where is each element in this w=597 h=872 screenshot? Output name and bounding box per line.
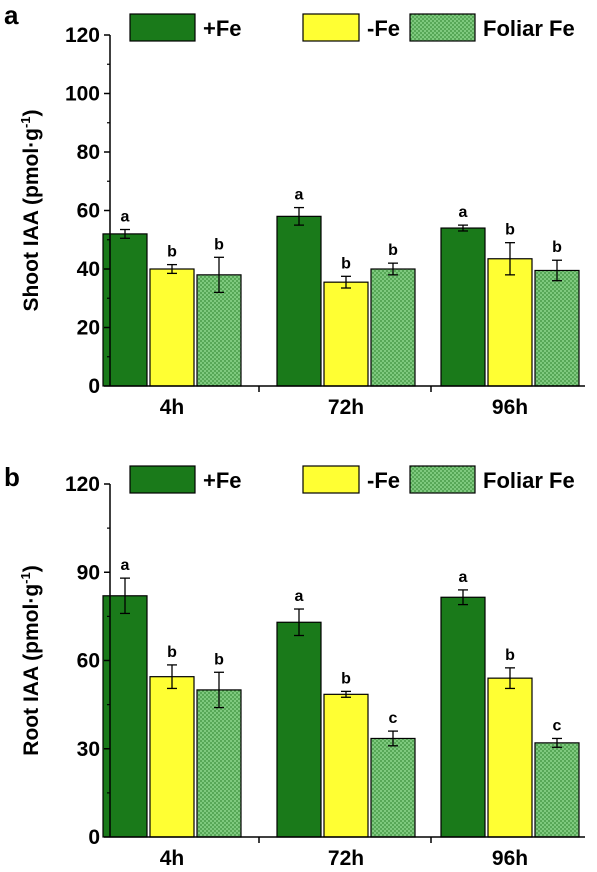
bar-plus-fe (276, 621, 322, 838)
y-tick-label: 20 (77, 317, 100, 340)
legend-label: Foliar Fe (483, 468, 575, 493)
y-axis-label-close: ) (20, 565, 43, 572)
y-tick-label: 80 (77, 141, 100, 164)
significance-letter: b (167, 244, 177, 261)
panel-a: a +Fe -Fe Foliar Fe a b b 4h a b b 72h a b b 96h 0 20 40 60… (4, 0, 585, 419)
y-axis-label: Root IAA (pmol·g-1) (18, 565, 43, 755)
bar-minus-fe (323, 693, 369, 838)
legend-swatch-foliar-fe (409, 13, 476, 42)
legend-swatch-plus-fe (129, 13, 196, 42)
significance-letter: a (459, 569, 468, 586)
y-axis-label-main: Shoot IAA (pmol·g (20, 128, 43, 312)
significance-letter: a (121, 557, 130, 574)
bar-foliar-fe (534, 269, 580, 387)
significance-letter: c (389, 710, 398, 727)
bar-foliar-fe (534, 742, 580, 838)
y-axis-label-main: Root IAA (pmol·g (20, 584, 43, 756)
y-tick-label: 40 (77, 258, 100, 281)
x-tick-label: 72h (328, 396, 364, 419)
bar-plus-fe (440, 596, 486, 838)
y-axis-label: Shoot IAA (pmol·g-1) (18, 109, 43, 311)
bar-minus-fe (487, 258, 533, 387)
bar-minus-fe (323, 281, 369, 387)
legend-swatch-foliar-fe (409, 465, 476, 494)
x-tick-label: 96h (492, 396, 528, 419)
significance-letter: a (295, 187, 304, 204)
legend-swatch-plus-fe (129, 465, 196, 494)
legend: +Fe -Fe Foliar Fe (129, 465, 575, 494)
significance-letter: c (553, 717, 562, 734)
legend-swatch-minus-fe (302, 13, 360, 42)
y-axis-label-sup: -1 (18, 116, 33, 128)
y-axis-label-sup: -1 (18, 572, 33, 584)
legend-swatch-minus-fe (302, 465, 360, 494)
legend-label: +Fe (203, 468, 242, 493)
bar-foliar-fe (196, 274, 242, 387)
y-tick-label: 90 (77, 561, 100, 584)
bar-minus-fe (487, 677, 533, 838)
significance-letter: b (505, 222, 515, 239)
y-tick-label: 120 (65, 24, 100, 47)
y-tick-label: 0 (88, 826, 100, 849)
bar-minus-fe (149, 268, 195, 387)
significance-letter: b (341, 670, 351, 687)
y-tick-label: 30 (77, 738, 100, 761)
bar-plus-fe (440, 227, 486, 387)
legend-label: +Fe (203, 16, 242, 41)
y-tick-label: 120 (65, 473, 100, 496)
x-tick-label: 4h (160, 847, 185, 870)
y-tick-label: 0 (88, 375, 100, 398)
significance-letter: b (167, 644, 177, 661)
significance-letter: b (214, 651, 224, 668)
legend-label: -Fe (367, 468, 400, 493)
y-tick-label: 60 (77, 200, 100, 223)
x-tick-label: 4h (160, 396, 185, 419)
y-tick-label: 60 (77, 650, 100, 673)
panel-b: b +Fe -Fe Foliar Fe a b b 4h a b c 72h a b c 96h 0 30 60 90… (4, 462, 585, 870)
significance-letter: a (121, 209, 130, 226)
panel-letter: b (4, 462, 20, 492)
significance-letter: b (388, 242, 398, 259)
panel-letter: a (4, 0, 19, 30)
bar-plus-fe (276, 215, 322, 387)
legend-label: Foliar Fe (483, 16, 575, 41)
bar-minus-fe (149, 676, 195, 838)
significance-letter: b (505, 647, 515, 664)
significance-letter: b (214, 236, 224, 253)
y-tick-label: 100 (65, 83, 100, 106)
legend: +Fe -Fe Foliar Fe (129, 13, 575, 42)
significance-letter: a (459, 204, 468, 221)
bar-foliar-fe (370, 737, 416, 838)
bar-foliar-fe (370, 268, 416, 387)
x-tick-label: 96h (492, 847, 528, 870)
significance-letter: b (341, 255, 351, 272)
y-axis-label-close: ) (20, 109, 43, 116)
x-tick-label: 72h (328, 847, 364, 870)
significance-letter: b (552, 239, 562, 256)
significance-letter: a (295, 588, 304, 605)
legend-label: -Fe (367, 16, 400, 41)
bar-foliar-fe (196, 689, 242, 838)
